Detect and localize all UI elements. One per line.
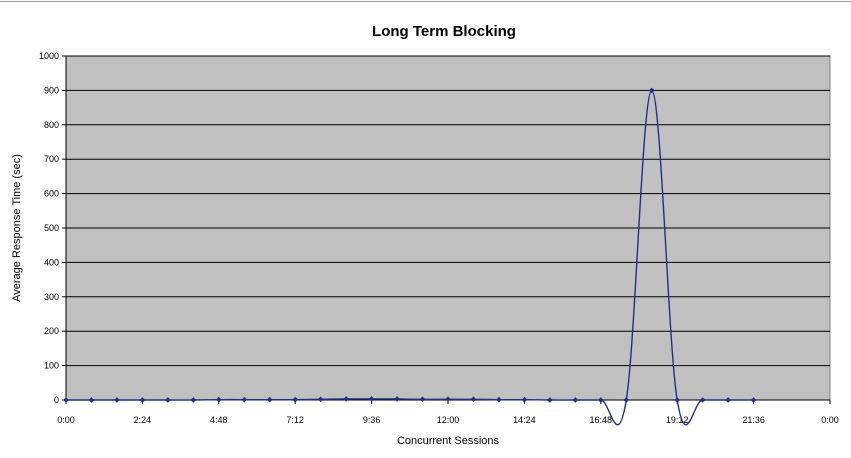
data-point [470, 396, 477, 403]
data-point [572, 397, 579, 403]
y-tick-label: 800 [44, 120, 59, 130]
y-tick-label: 100 [44, 361, 59, 371]
data-point [63, 397, 69, 403]
y-tick-label: 0 [54, 395, 59, 405]
y-tick-label: 500 [44, 223, 59, 233]
y-axis-ticks: 0 100 200 300 400 500 600 700 800 900 1000 [39, 51, 66, 405]
data-point [241, 396, 248, 403]
x-tick-label: 0:00 [57, 415, 75, 425]
data-point [317, 396, 324, 403]
y-tick-label: 300 [44, 292, 59, 302]
x-tick-label: 21:36 [742, 415, 765, 425]
chart-title: Long Term Blocking [372, 23, 516, 40]
data-point [343, 396, 349, 402]
y-tick-label: 700 [44, 154, 59, 164]
y-tick-label: 400 [44, 257, 59, 267]
data-point [216, 396, 222, 403]
data-point [699, 397, 706, 403]
data-point [190, 397, 197, 403]
y-axis-label: Average Response Time (sec) [11, 154, 23, 302]
data-point [88, 397, 95, 403]
data-point [547, 397, 553, 403]
x-tick-label: 16:48 [590, 415, 613, 425]
data-point [394, 396, 400, 402]
data-point [674, 397, 680, 403]
data-point [598, 397, 604, 403]
data-point [139, 397, 146, 403]
y-tick-label: 1000 [39, 51, 59, 61]
y-tick-label: 600 [44, 189, 59, 199]
x-tick-label: 7:12 [286, 415, 304, 425]
data-point [725, 397, 731, 403]
x-tick-label: 14:24 [513, 415, 536, 425]
x-tick-label: 9:36 [363, 415, 381, 425]
data-point [521, 396, 528, 403]
series-group [63, 87, 757, 426]
data-point [114, 397, 120, 403]
data-point [165, 397, 171, 403]
x-tick-label: 2:24 [134, 415, 152, 425]
data-point [496, 396, 502, 403]
y-tick-label: 900 [44, 85, 59, 95]
data-point [368, 396, 375, 402]
data-point [750, 397, 757, 403]
x-tick-label: 12:00 [437, 415, 460, 425]
data-point [266, 396, 273, 403]
data-point [648, 87, 655, 94]
data-point [292, 396, 298, 403]
x-tick-label: 19:12 [666, 415, 689, 425]
x-tick-label: 4:48 [210, 415, 228, 425]
data-point [623, 397, 630, 403]
x-axis-ticks: 0:00 2:24 4:48 7:12 9:36 12:00 14:24 16:48 19:12… [57, 400, 839, 425]
gridlines [65, 55, 830, 401]
data-point [419, 396, 426, 403]
x-tick-label: 0:00 [821, 415, 839, 425]
y-tick-label: 200 [44, 326, 59, 336]
data-point [445, 396, 451, 403]
x-axis-label: Concurrent Sessions [397, 435, 500, 447]
